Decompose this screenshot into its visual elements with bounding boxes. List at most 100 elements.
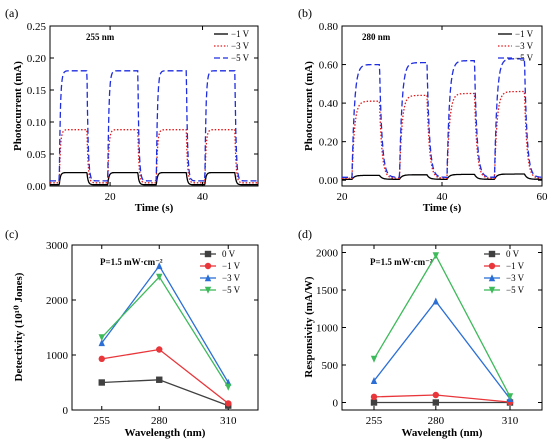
trace-line-2 xyxy=(342,58,542,178)
panel-label: (b) xyxy=(298,6,312,20)
y-axis-label: Responsivity (mA/W) xyxy=(303,276,315,377)
power-annotation: P=1.5 mW·cm⁻² xyxy=(370,257,433,267)
legend-label: −5 V xyxy=(515,53,534,63)
y-tick-label: 0.20 xyxy=(319,137,339,149)
data-point xyxy=(156,273,163,281)
data-point xyxy=(432,391,440,399)
data-point xyxy=(506,393,514,401)
series-line-2 xyxy=(373,300,511,400)
power-annotation: P=1.5 mW·cm⁻² xyxy=(100,257,163,267)
plot-frame xyxy=(341,25,543,187)
data-point xyxy=(156,262,163,270)
legend-label: −1 V xyxy=(515,29,534,39)
data-point xyxy=(370,399,378,406)
y-tick-label: 0.10 xyxy=(27,117,47,129)
legend-label: −3 V xyxy=(222,273,241,283)
trace-line-0 xyxy=(342,173,542,180)
y-tick-label: 0.20 xyxy=(27,53,47,65)
legend-marker xyxy=(204,274,212,282)
y-tick-label: 0 xyxy=(333,398,339,410)
x-tick-label: 310 xyxy=(502,415,519,427)
legend-label: −3 V xyxy=(231,41,250,51)
legend-label: 0 V xyxy=(506,249,520,259)
panel-label: (d) xyxy=(298,227,312,241)
legend-marker xyxy=(204,250,212,258)
trace-line-1 xyxy=(342,90,542,179)
x-tick-label: 310 xyxy=(220,415,237,427)
y-tick-label: 0.25 xyxy=(27,21,47,33)
series-line-2 xyxy=(101,264,229,383)
y-tick-label: 0.15 xyxy=(27,85,47,97)
data-point xyxy=(370,393,378,401)
data-point xyxy=(98,379,105,386)
legend-label: −1 V xyxy=(222,261,241,271)
x-axis-label: Time (s) xyxy=(423,202,462,214)
x-tick-label: 280 xyxy=(428,415,445,427)
y-tick-label: 0.80 xyxy=(319,21,339,33)
y-axis-label: Photocurrent (mA) xyxy=(303,61,315,151)
y-tick-label: 3000 xyxy=(46,240,69,252)
y-tick-label: 0.00 xyxy=(27,181,47,193)
x-tick-label: 40 xyxy=(437,191,449,203)
y-tick-label: 0.40 xyxy=(319,98,339,110)
trace-line-1 xyxy=(50,129,258,184)
trace-line-2 xyxy=(50,70,258,182)
series-line-0 xyxy=(101,379,229,407)
x-tick-label: 280 xyxy=(151,415,168,427)
legend-label: −5 V xyxy=(506,285,525,295)
x-tick-label: 60 xyxy=(537,191,549,203)
legend-marker xyxy=(204,262,212,270)
x-tick-label: 40 xyxy=(197,191,209,203)
data-point xyxy=(370,376,378,384)
data-point xyxy=(432,252,440,260)
x-tick-label: 20 xyxy=(105,191,117,203)
y-tick-label: 2000 xyxy=(316,248,339,260)
legend-label: −5 V xyxy=(231,53,250,63)
data-point xyxy=(370,355,378,363)
data-point xyxy=(98,334,105,342)
panel-label: (a) xyxy=(5,6,18,20)
x-axis-label: Time (s) xyxy=(135,202,174,214)
data-point xyxy=(225,383,232,391)
y-tick-label: 2000 xyxy=(46,295,69,307)
data-point xyxy=(98,339,105,347)
legend-label: −1 V xyxy=(231,29,250,39)
y-tick-label: 500 xyxy=(322,360,339,372)
data-point xyxy=(432,297,440,305)
x-tick-label: 255 xyxy=(366,415,383,427)
data-point xyxy=(432,399,440,406)
y-tick-label: 0.00 xyxy=(319,175,339,187)
legend-label: −1 V xyxy=(506,261,525,271)
x-tick-label: 255 xyxy=(94,415,111,427)
trace-line-0 xyxy=(50,171,258,186)
legend-label: −5 V xyxy=(222,285,241,295)
y-tick-label: 0.05 xyxy=(27,149,47,161)
series-line-1 xyxy=(373,394,511,403)
y-tick-label: 1500 xyxy=(316,285,339,297)
y-axis-label: Detectivity (10¹⁰ Jones) xyxy=(13,272,25,381)
legend-label: 0 V xyxy=(222,249,236,259)
legend-marker xyxy=(488,250,496,258)
y-tick-label: 0 xyxy=(63,405,69,417)
wavelength-annotation: 255 nm xyxy=(86,32,115,42)
legend-label: −3 V xyxy=(506,273,525,283)
wavelength-annotation: 280 nm xyxy=(362,32,391,42)
x-tick-label: 20 xyxy=(337,191,349,203)
data-point xyxy=(156,346,163,353)
legend-marker xyxy=(488,274,496,282)
plot-frame xyxy=(71,244,259,411)
data-point xyxy=(98,355,105,363)
legend-marker xyxy=(204,286,212,294)
series-line-3 xyxy=(101,275,229,388)
legend-marker xyxy=(488,262,496,270)
data-point xyxy=(156,376,163,383)
legend-marker xyxy=(488,286,496,294)
x-axis-label: Wavelength (nm) xyxy=(125,427,206,439)
y-tick-label: 1000 xyxy=(316,323,339,335)
plot-frame xyxy=(49,25,259,187)
series-line-3 xyxy=(373,254,511,397)
panel-label: (c) xyxy=(5,227,18,241)
y-axis-label: Photocurrent (mA) xyxy=(12,61,24,151)
x-axis-label: Wavelength (nm) xyxy=(402,427,483,439)
